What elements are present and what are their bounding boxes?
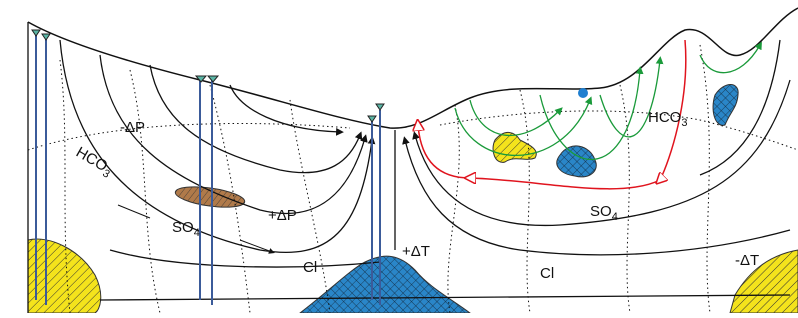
label-text: -ΔT <box>735 252 759 269</box>
brown-lens <box>174 183 246 211</box>
label: -ΔP <box>120 119 145 136</box>
label-text: Cl <box>540 265 554 282</box>
label-text: HCO <box>648 109 681 126</box>
blue-body <box>300 256 470 313</box>
yellow-lens <box>493 132 536 162</box>
label-subscript: 4 <box>612 211 618 223</box>
label-text: +ΔT <box>402 243 430 260</box>
label: +ΔP <box>268 207 297 224</box>
label: HCO3 <box>72 144 116 181</box>
label-text: SO <box>590 203 612 220</box>
label-text: SO <box>172 219 194 236</box>
label-text: -ΔP <box>120 119 145 136</box>
label-text: +ΔP <box>268 207 297 224</box>
label: Cl <box>540 265 554 282</box>
label: Cl <box>303 259 317 276</box>
blue-lens <box>713 84 738 125</box>
label-text: Cl <box>303 259 317 276</box>
blue-lens <box>557 146 596 177</box>
red-flow-path <box>418 40 686 189</box>
label-subscript: 3 <box>681 117 687 129</box>
regional-flow-lines <box>60 40 790 300</box>
label: SO4 <box>172 219 200 239</box>
label-subscript: 4 <box>194 227 200 239</box>
label: +ΔT <box>402 243 430 260</box>
flow-system-diagram: -ΔPHCO3SO4+ΔPCl+ΔTClHCO3SO4-ΔT <box>0 0 798 313</box>
label: -ΔT <box>735 252 759 269</box>
ground-surface <box>28 8 798 128</box>
yellow-body <box>28 239 101 313</box>
spring <box>578 88 588 98</box>
